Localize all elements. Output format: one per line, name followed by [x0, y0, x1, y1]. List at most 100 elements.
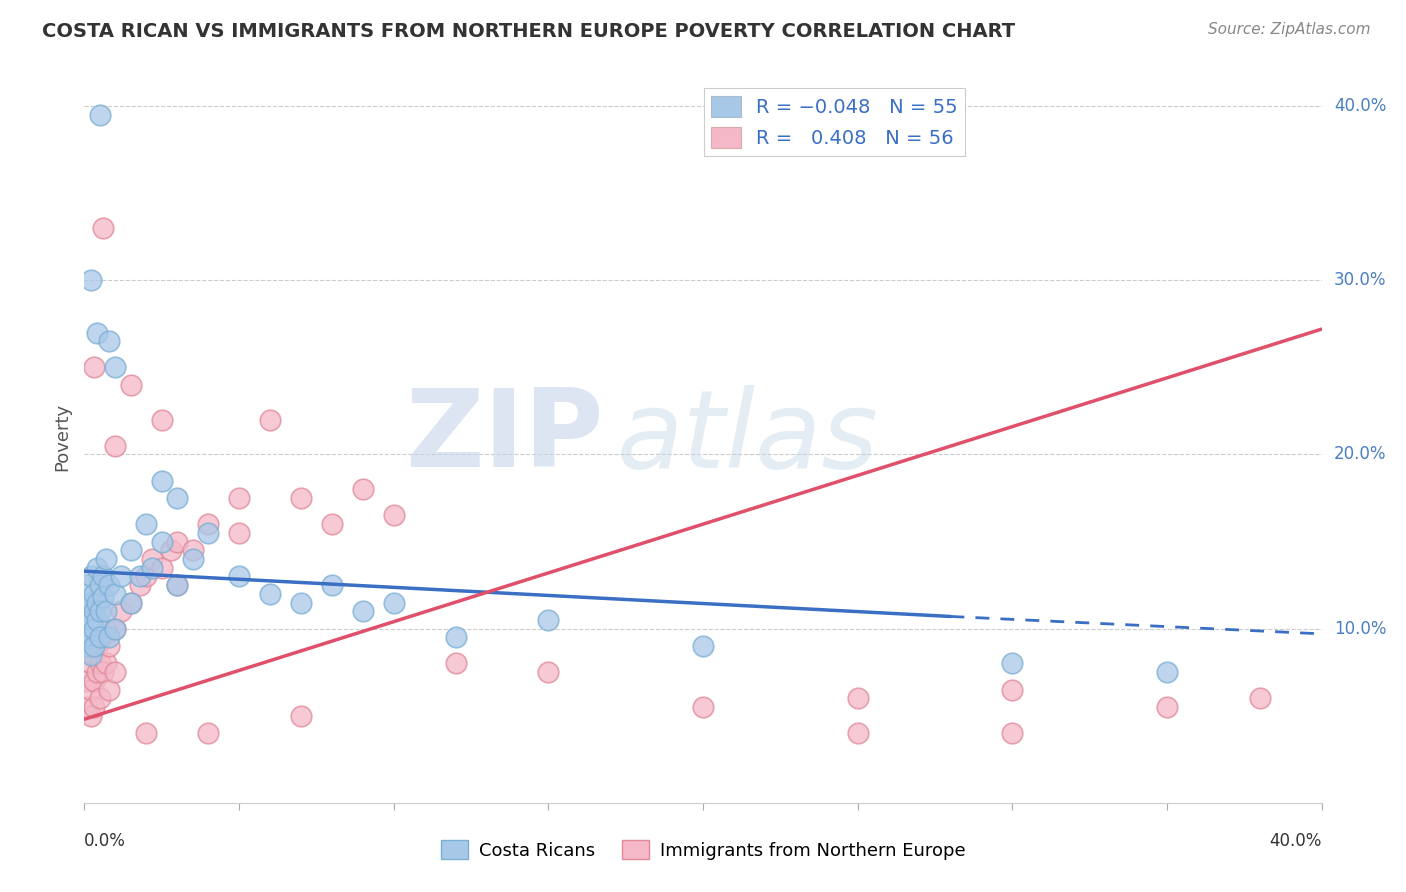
Point	[160, 543, 183, 558]
Point	[150, 412, 173, 426]
Point	[197, 517, 219, 532]
Point	[150, 474, 173, 488]
Point	[89, 108, 111, 122]
Point	[259, 587, 281, 601]
Point	[537, 665, 560, 680]
Point	[321, 578, 343, 592]
Point	[86, 665, 108, 680]
Point	[89, 631, 111, 645]
Point	[166, 578, 188, 592]
Point	[83, 622, 105, 636]
Point	[98, 631, 121, 645]
Point	[83, 648, 105, 662]
Point	[382, 595, 405, 609]
Point	[79, 648, 101, 662]
Point	[76, 578, 98, 592]
Point	[94, 604, 117, 618]
Point	[76, 639, 98, 653]
Point	[1001, 657, 1024, 671]
Point	[91, 591, 114, 605]
Point	[290, 708, 312, 723]
Point	[120, 595, 142, 609]
Legend: R = −0.048   N = 55, R =   0.408   N = 56: R = −0.048 N = 55, R = 0.408 N = 56	[703, 88, 966, 156]
Point	[83, 673, 105, 688]
Point	[1156, 665, 1178, 680]
Point	[129, 578, 152, 592]
Point	[91, 665, 114, 680]
Y-axis label: Poverty: Poverty	[53, 403, 72, 471]
Point	[76, 631, 98, 645]
Point	[98, 639, 121, 653]
Point	[1001, 682, 1024, 697]
Point	[1156, 700, 1178, 714]
Point	[104, 587, 127, 601]
Point	[846, 691, 869, 706]
Point	[83, 360, 105, 375]
Point	[352, 604, 374, 618]
Point	[290, 595, 312, 609]
Text: 10.0%: 10.0%	[1334, 620, 1386, 638]
Point	[94, 657, 117, 671]
Point	[104, 622, 127, 636]
Point	[135, 569, 157, 583]
Point	[166, 534, 188, 549]
Point	[692, 700, 714, 714]
Point	[141, 560, 163, 574]
Point	[444, 631, 467, 645]
Point	[83, 639, 105, 653]
Text: Source: ZipAtlas.com: Source: ZipAtlas.com	[1208, 22, 1371, 37]
Point	[444, 657, 467, 671]
Text: 0.0%: 0.0%	[84, 832, 127, 850]
Point	[228, 491, 250, 505]
Point	[846, 726, 869, 740]
Point	[86, 613, 108, 627]
Point	[120, 543, 142, 558]
Point	[91, 221, 114, 235]
Point	[259, 412, 281, 426]
Point	[94, 622, 117, 636]
Point	[197, 525, 219, 540]
Point	[1001, 726, 1024, 740]
Point	[135, 517, 157, 532]
Point	[76, 700, 98, 714]
Point	[79, 613, 101, 627]
Point	[104, 439, 127, 453]
Text: COSTA RICAN VS IMMIGRANTS FROM NORTHERN EUROPE POVERTY CORRELATION CHART: COSTA RICAN VS IMMIGRANTS FROM NORTHERN …	[42, 22, 1015, 41]
Point	[129, 569, 152, 583]
Point	[76, 604, 98, 618]
Point	[83, 587, 105, 601]
Point	[98, 578, 121, 592]
Point	[120, 595, 142, 609]
Point	[382, 508, 405, 523]
Point	[692, 639, 714, 653]
Point	[1249, 691, 1271, 706]
Point	[181, 543, 204, 558]
Point	[290, 491, 312, 505]
Point	[352, 483, 374, 497]
Point	[79, 657, 101, 671]
Point	[79, 273, 101, 287]
Text: 20.0%: 20.0%	[1334, 445, 1386, 464]
Text: ZIP: ZIP	[405, 384, 605, 490]
Point	[94, 552, 117, 566]
Point	[86, 595, 108, 609]
Text: 30.0%: 30.0%	[1334, 271, 1386, 289]
Text: atlas: atlas	[616, 384, 879, 490]
Point	[98, 682, 121, 697]
Point	[83, 604, 105, 618]
Point	[150, 534, 173, 549]
Point	[110, 604, 132, 618]
Point	[89, 657, 111, 671]
Point	[79, 595, 101, 609]
Point	[104, 665, 127, 680]
Point	[228, 525, 250, 540]
Point	[89, 604, 111, 618]
Point	[86, 560, 108, 574]
Point	[135, 726, 157, 740]
Point	[91, 631, 114, 645]
Point	[104, 622, 127, 636]
Point	[166, 578, 188, 592]
Point	[197, 726, 219, 740]
Point	[86, 639, 108, 653]
Point	[89, 691, 111, 706]
